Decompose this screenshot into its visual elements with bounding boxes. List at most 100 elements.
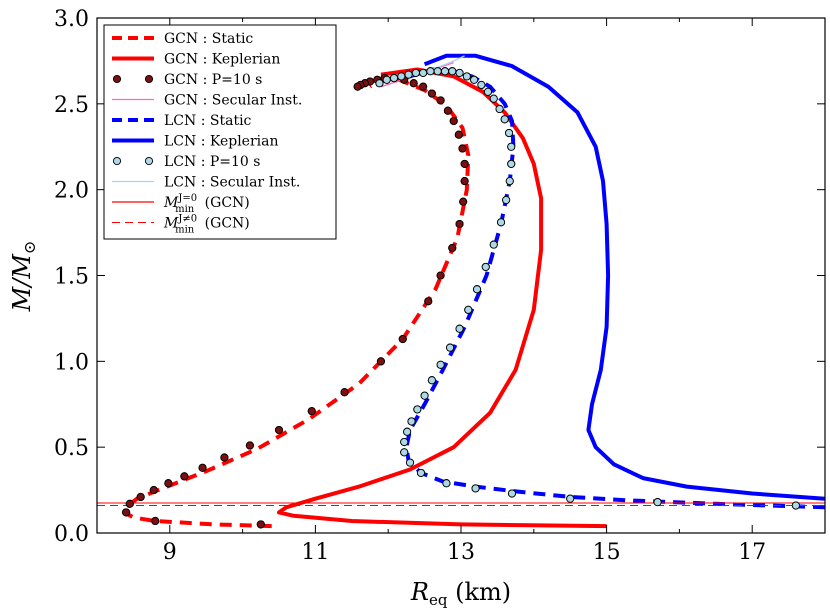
y-axis-label-sub: ⊙	[20, 241, 39, 254]
legend: GCN : Static GCN : Keplerian GCN : P=10 s G…	[103, 24, 337, 240]
series-point	[470, 75, 479, 84]
series-point	[507, 489, 517, 498]
legend-entry: GCN : Static	[112, 31, 253, 47]
series-point	[400, 437, 409, 447]
legend-entry: LCN : Static	[112, 113, 252, 129]
x-axis-label-unit: (km)	[447, 578, 511, 606]
series-point	[448, 67, 457, 76]
legend-marker	[144, 156, 154, 166]
series-point	[458, 144, 467, 153]
series-point	[471, 484, 480, 493]
legend-label-tail: (GCN)	[200, 216, 250, 232]
legend-marker	[112, 74, 122, 84]
series-point	[220, 453, 229, 462]
y-tick-label: 1.5	[54, 265, 89, 290]
series-point	[404, 70, 413, 79]
series-point	[455, 324, 464, 333]
series-point	[481, 262, 490, 271]
legend-entry: LCN : Secular Inst.	[112, 175, 300, 191]
legend-entry: MJ≠0 min (GCN)	[112, 214, 250, 236]
series-point	[307, 407, 316, 416]
series-point	[426, 67, 435, 76]
legend-label: GCN : Secular Inst.	[164, 93, 302, 109]
series-point	[477, 80, 486, 89]
series-point	[436, 271, 445, 280]
series-point	[460, 159, 469, 168]
series-point	[400, 448, 409, 457]
series-point	[419, 82, 428, 91]
legend-label: MJ≠0 min (GCN)	[163, 214, 250, 236]
series-point	[376, 357, 385, 366]
x-tick-label: 17	[738, 540, 766, 565]
series-point	[398, 334, 407, 344]
series-point	[464, 305, 473, 314]
series-point	[448, 243, 457, 253]
series-point	[427, 376, 436, 385]
series-point	[483, 87, 492, 96]
series-point	[382, 75, 391, 84]
series-point	[122, 508, 131, 517]
series-lcn-keplerian	[423, 53, 825, 501]
series-point	[460, 177, 469, 186]
series-point	[489, 94, 498, 103]
y-tick-label: 3.0	[54, 7, 89, 32]
series-point	[454, 130, 463, 139]
legend-label: GCN : Keplerian	[164, 52, 280, 68]
series-point	[353, 82, 362, 91]
series-point	[397, 72, 406, 81]
series-point	[507, 159, 516, 168]
legend-box	[103, 24, 337, 240]
x-tick-label: 15	[593, 540, 621, 565]
series-point	[256, 520, 265, 529]
series-point	[442, 479, 451, 488]
series-point	[409, 79, 418, 88]
y-tick-label: 2.5	[54, 93, 89, 118]
series-point	[149, 486, 158, 495]
series-point	[507, 142, 516, 151]
series-point	[125, 499, 134, 508]
series-point	[245, 441, 254, 450]
x-axis-label: Req (km)	[410, 578, 511, 609]
legend-entry: MJ=0 min (GCN)	[112, 193, 250, 215]
legend-entry: LCN : P=10 s	[112, 154, 260, 170]
legend-label: LCN : Static	[164, 113, 252, 129]
series-point	[427, 89, 436, 98]
legend-label: GCN : Static	[164, 31, 253, 47]
series-point	[420, 391, 429, 400]
legend-label-sub: min	[175, 204, 195, 215]
y-tick-label: 0.0	[54, 522, 89, 547]
series-lcn-static	[404, 67, 825, 510]
series-point	[136, 492, 145, 502]
series-point	[389, 74, 399, 83]
legend-entry: GCN : Keplerian	[112, 52, 280, 68]
series-point	[566, 494, 575, 503]
series-point	[340, 388, 349, 397]
series-point	[472, 285, 482, 294]
series-point	[416, 468, 426, 477]
series-point	[405, 458, 415, 467]
series-point	[407, 417, 416, 426]
x-tick-label: 9	[163, 540, 177, 565]
series-point	[151, 516, 160, 526]
legend-entry: GCN : Secular Inst.	[112, 93, 302, 109]
series-point	[459, 197, 468, 206]
legend-entry: LCN : Keplerian	[112, 134, 279, 150]
series-point	[419, 68, 428, 77]
series-lcn-p-10-s-top	[375, 67, 800, 510]
series-point	[500, 115, 509, 124]
legend-label-main: M	[163, 216, 179, 232]
legend-label: LCN : Keplerian	[164, 134, 279, 150]
y-axis-label: M/M⊙	[8, 241, 39, 313]
series-point	[411, 68, 420, 77]
series-point	[164, 479, 173, 488]
series-point	[375, 79, 384, 88]
legend-label-tail: (GCN)	[200, 195, 250, 211]
series-point	[653, 498, 662, 507]
y-tick-label: 0.5	[54, 436, 89, 461]
series-point	[446, 343, 455, 352]
legend-label-sup: J≠0	[177, 214, 197, 225]
x-tick-label: 11	[301, 540, 329, 565]
y-tick-label: 2.0	[54, 179, 89, 204]
series-point	[462, 72, 471, 81]
